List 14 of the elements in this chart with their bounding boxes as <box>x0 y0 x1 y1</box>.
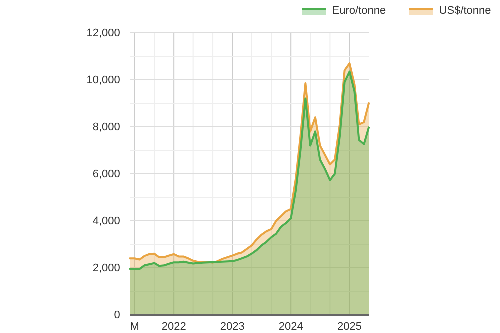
y-tick-label: 10,000 <box>86 74 120 87</box>
y-tick-label: 0 <box>114 310 120 322</box>
legend-label: Euro/tonne <box>332 5 386 17</box>
x-tick-label: M <box>130 321 140 333</box>
y-tick-label: 12,000 <box>86 28 120 40</box>
x-tick-label: 2025 <box>338 321 362 333</box>
y-tick-label: 8,000 <box>92 122 120 134</box>
x-tick-label: 2024 <box>278 321 304 333</box>
x-tick-label: 2022 <box>162 321 186 333</box>
legend-label: US$/tonne <box>439 5 492 17</box>
y-tick-label: 2,000 <box>92 262 120 275</box>
y-tick-label: 4,000 <box>92 216 120 228</box>
y-tick-label: 6,000 <box>92 168 120 181</box>
x-tick-label: 2023 <box>220 321 245 333</box>
